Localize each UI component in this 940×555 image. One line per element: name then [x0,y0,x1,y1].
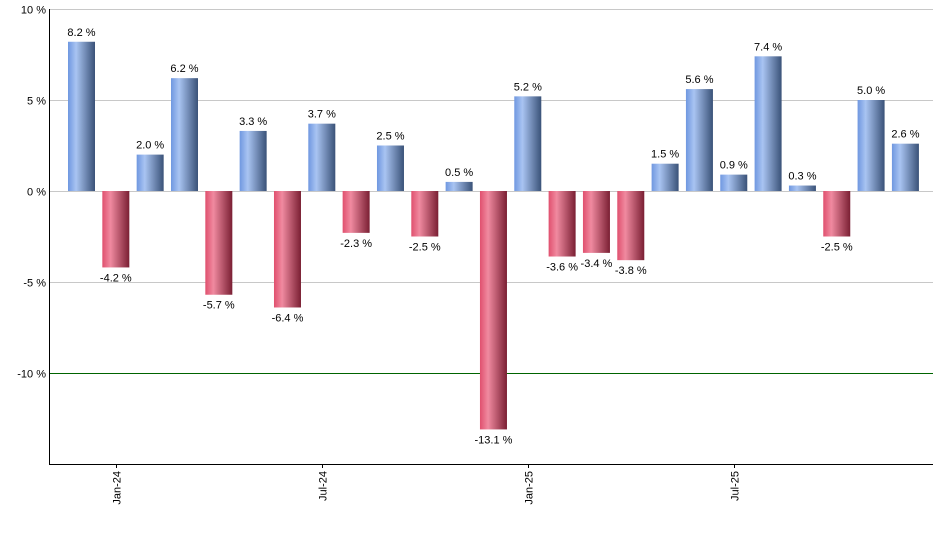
y-tick-label: 10 % [21,5,46,17]
bar [136,154,164,191]
bar [170,78,198,191]
bar [205,191,233,295]
bar [68,41,95,192]
data-label: 1.5 % [651,149,679,161]
data-label: -5.7 % [203,300,235,312]
data-label: 7.4 % [754,41,782,53]
y-tick-label: -10 % [17,369,46,381]
x-tick-label: Jan-24 [112,471,124,505]
x-tick-label: Jul-25 [730,471,742,501]
data-label: 2.0 % [136,140,164,152]
data-label: 5.2 % [514,81,542,93]
data-label: -13.1 % [474,434,512,446]
bar [754,56,782,191]
data-label: 0.3 % [788,171,816,183]
bar [685,89,713,191]
bar [239,130,267,191]
data-label: 3.3 % [239,116,267,128]
bar [102,191,130,268]
bar [823,191,851,237]
bar [479,191,507,430]
data-label: -3.6 % [546,262,578,274]
bar [411,191,439,237]
bar [308,123,336,191]
data-label: 0.9 % [720,160,748,172]
bar [548,191,576,257]
data-label: 0.5 % [445,167,473,179]
x-tick-label: Jan-25 [524,471,536,505]
y-tick-label: 5 % [27,96,46,108]
bar [617,191,645,261]
bar [514,96,542,191]
data-label: -2.5 % [821,242,853,254]
bar [273,191,301,308]
data-label: 2.5 % [376,131,404,143]
bar [788,185,816,191]
data-label: 5.6 % [685,74,713,86]
data-label: -2.3 % [340,238,372,250]
bar [582,191,610,253]
data-label: 5.0 % [857,85,885,97]
bar [651,163,679,191]
bar [376,145,404,191]
data-label: 8.2 % [67,27,95,39]
data-label: -3.4 % [581,258,613,270]
data-label: -4.2 % [100,272,132,284]
data-label: 6.2 % [170,63,198,75]
data-label: 2.6 % [891,129,919,141]
x-tick-label: Jul-24 [318,471,330,501]
y-tick-label: -5 % [23,278,46,290]
data-label: -3.8 % [615,265,647,277]
y-tick-label: 0 % [27,187,46,199]
bar [342,191,370,233]
data-label: 3.7 % [308,109,336,121]
data-label: -2.5 % [409,242,441,254]
data-label: -6.4 % [272,312,304,324]
bar [857,100,885,191]
bar [891,143,919,191]
bar [445,181,473,191]
bar [720,174,748,191]
